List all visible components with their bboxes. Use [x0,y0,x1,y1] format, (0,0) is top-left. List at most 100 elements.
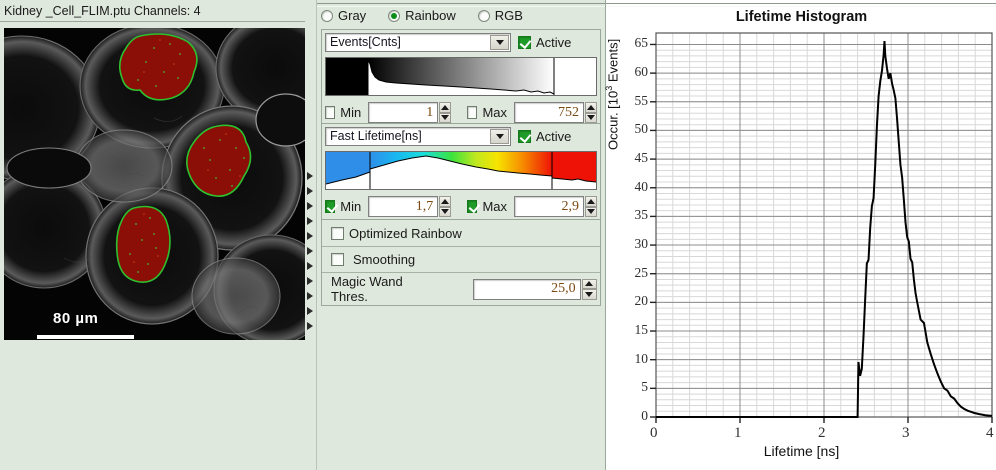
flim-image-view[interactable]: 80 µm [4,28,305,340]
events-max-stepper[interactable] [585,102,598,123]
y-tick-label: 25 [634,264,649,280]
events-min-input[interactable]: 1 [368,102,439,123]
magic-wand-stepper-down[interactable] [581,289,597,300]
lifetime-active-toggle[interactable]: Active [518,129,571,144]
lifetime-active-checkbox[interactable] [518,129,531,143]
lifetime-max-checkbox[interactable] [467,200,478,213]
rainbow-gradient-strip[interactable] [325,151,597,190]
events-active-toggle[interactable]: Active [518,35,571,50]
y-tick-label: 30 [634,236,649,252]
radio-rgb-indicator[interactable] [477,9,490,22]
smoothing-row[interactable]: Smoothing [322,246,600,272]
lifetime-combo-dropdown-button[interactable] [490,128,509,144]
splitter-arrow-group[interactable] [307,172,313,337]
chevron-up-icon [587,104,596,110]
panel-splitter[interactable] [306,0,316,470]
lifetime-combo-value: Fast Lifetime[ns] [330,129,422,143]
y-axis-label-exponent: 3 [604,85,614,91]
events-min-stepper-down[interactable] [439,112,452,123]
x-tick-label: 3 [902,425,910,441]
palette-mode-group: Gray Rainbow RGB [321,8,545,23]
chevron-up-icon [585,281,594,287]
lifetime-min-input[interactable]: 1,7 [368,196,439,217]
events-combo-value: Events[Cnts] [330,35,401,49]
chevron-down-icon [587,209,596,215]
events-combo-dropdown-button[interactable] [490,34,509,50]
events-max-stepper-up[interactable] [585,102,598,113]
x-tick-label: 4 [986,425,994,441]
divider [606,3,996,7]
page-title: Kidney _Cell_FLIM.ptu Channels: 4 [4,3,201,18]
y-tick-label: 55 [634,92,649,108]
chevron-right-icon[interactable] [307,292,313,300]
events-min-checkbox[interactable] [325,106,336,119]
events-max-input[interactable]: 752 [514,102,585,123]
y-tick-label: 20 [634,293,649,309]
chevron-right-icon[interactable] [307,172,313,180]
magic-wand-row: Magic Wand Thres. 25,0 [322,272,600,305]
rainbow-gradient-wrap [322,148,600,193]
events-combo[interactable]: Events[Cnts] [325,32,511,52]
chevron-right-icon[interactable] [307,277,313,285]
flim-red-structure [115,33,252,283]
chevron-up-icon [587,198,596,204]
magic-wand-stepper[interactable] [581,278,597,300]
radio-rainbow-indicator[interactable] [388,9,401,22]
y-tick-label: 5 [641,379,648,395]
lifetime-min-stepper-down[interactable] [439,206,452,217]
magic-wand-stepper-up[interactable] [581,278,597,289]
lifetime-minmax-row: Min 1,7 Max 2,9 [322,193,600,220]
flim-image-canvas [4,28,305,340]
image-title-bar: Kidney _Cell_FLIM.ptu Channels: 4 [0,0,305,22]
radio-rainbow-label: Rainbow [405,8,456,23]
events-min-stepper-up[interactable] [439,102,452,113]
chevron-right-icon[interactable] [307,217,313,225]
chevron-right-icon[interactable] [307,202,313,210]
y-tick-label: 35 [634,207,649,223]
events-min-label: Min [340,105,362,120]
lifetime-combo-row: Fast Lifetime[ns] Active [322,124,600,148]
control-panel: Gray Rainbow RGB Events[Cnts] [316,0,605,470]
events-max-checkbox[interactable] [467,106,478,119]
lifetime-combo[interactable]: Fast Lifetime[ns] [325,126,511,146]
radio-rainbow[interactable]: Rainbow [388,8,456,23]
y-axis-label: Occur. [103 Events] [604,39,620,150]
y-axis-label-suffix: Events] [605,38,621,86]
lifetime-min-stepper-up[interactable] [439,196,452,207]
chevron-right-icon[interactable] [307,232,313,240]
events-max-stepper-down[interactable] [585,112,598,123]
lifetime-min-checkbox[interactable] [325,200,336,213]
lifetime-histogram-plot[interactable] [606,0,996,470]
divider [317,3,605,7]
events-active-checkbox[interactable] [518,35,531,49]
magic-wand-label: Magic Wand Thres. [331,274,403,304]
radio-rgb-label: RGB [494,8,523,23]
gray-gradient-strip[interactable] [325,57,597,96]
events-min-stepper[interactable] [439,102,452,123]
gray-gradient-wrap [322,54,600,99]
histogram-line [656,40,993,418]
gray-gradient-canvas [326,58,596,95]
chevron-right-icon[interactable] [307,262,313,270]
radio-gray-indicator[interactable] [321,9,333,22]
lifetime-max-stepper[interactable] [585,196,598,217]
x-tick-label: 0 [650,425,658,441]
optimized-rainbow-checkbox[interactable] [331,226,344,240]
y-tick-label: 45 [634,150,649,166]
lifetime-max-input[interactable]: 2,9 [514,196,585,217]
chevron-right-icon[interactable] [307,247,313,255]
chevron-right-icon[interactable] [307,307,313,315]
radio-gray[interactable]: Gray [321,8,366,23]
y-tick-label: 10 [634,350,649,366]
lifetime-min-stepper[interactable] [439,196,452,217]
events-active-label: Active [536,34,572,50]
chevron-right-icon[interactable] [307,322,313,330]
smoothing-checkbox[interactable] [331,253,344,266]
lifetime-max-stepper-up[interactable] [585,196,598,207]
radio-rgb[interactable]: RGB [477,8,523,23]
lifetime-max-stepper-down[interactable] [585,206,598,217]
radio-gray-label: Gray [338,8,367,23]
optimized-rainbow-row[interactable]: Optimized Rainbow [322,220,600,246]
magic-wand-input[interactable]: 25,0 [472,278,581,300]
chevron-right-icon[interactable] [307,187,313,195]
